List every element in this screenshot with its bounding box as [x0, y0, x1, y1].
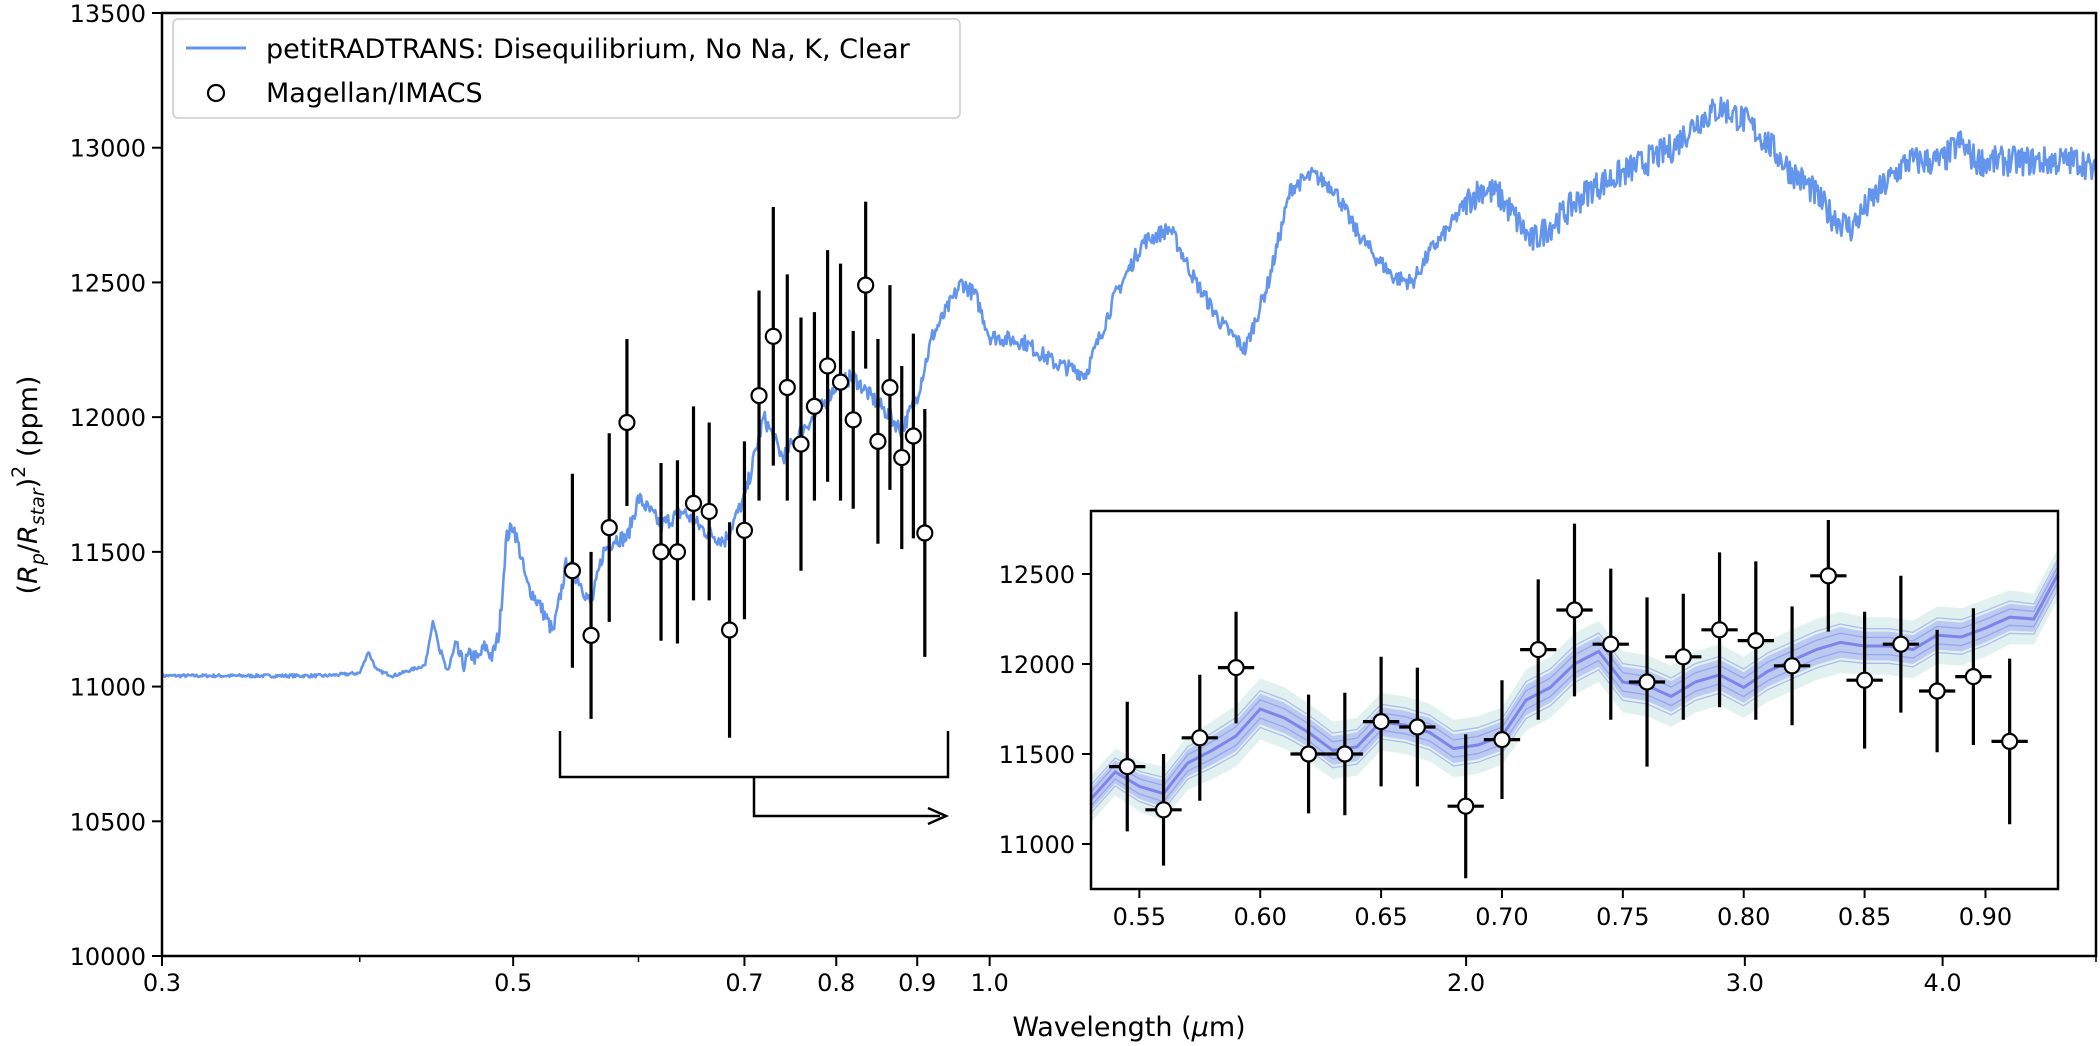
main-data-point [893, 448, 911, 467]
inset-data-point [1747, 631, 1765, 650]
main-plot: 0.3 0.5 0.7 0.8 0.9 1.0 2.0 3.0 4.0 10000 10500 11… [70, 0, 2098, 997]
main-data-point [700, 502, 718, 521]
x-tick-label: 2.0 [1447, 969, 1485, 997]
legend-entry-data: Magellan/IMACS [266, 78, 483, 109]
main-data-point [750, 386, 768, 405]
y-tick-label: 10500 [70, 808, 146, 836]
y-tick-label: 13000 [70, 135, 146, 163]
inset-data-point [1674, 648, 1692, 666]
inset-data-point [1928, 682, 1946, 700]
model-spectrum-line [162, 96, 2096, 679]
x-tick-label: 4.0 [1924, 969, 1962, 997]
main-data-point [818, 357, 837, 375]
main-data-point [881, 378, 899, 397]
y-tick-label: 12500 [70, 269, 146, 297]
main-data-point [805, 397, 824, 415]
inset-y-tick-label: 11000 [999, 831, 1075, 859]
main-data-point [618, 413, 636, 432]
inset-data-point [1227, 658, 1245, 677]
inset-data-point [1191, 729, 1209, 747]
inset-data-point [1493, 730, 1511, 749]
inset-x-tick-label: 0.65 [1354, 903, 1407, 931]
inset-x-tick-label: 0.70 [1475, 903, 1528, 931]
main-data-point [668, 543, 687, 561]
legend-data-marker [206, 83, 226, 103]
main-data-point [916, 524, 934, 542]
inset-data-point [1154, 801, 1173, 819]
inset-data-point [1892, 635, 1910, 653]
inset-x-tick-label: 0.90 [1959, 903, 2012, 931]
x-tick-label: 1.0 [971, 969, 1009, 997]
inset-y-tick-label: 12000 [999, 651, 1075, 679]
main-data-point [652, 543, 670, 561]
inset-x-tick-label: 0.55 [1113, 903, 1166, 931]
x-tick-label: 0.9 [898, 969, 936, 997]
main-data-point [792, 435, 810, 453]
inset-data-point [1299, 745, 1318, 763]
inset-x-tick-label: 0.60 [1234, 903, 1287, 931]
legend-entry-model: petitRADTRANS: Disequilibrium, No Na, K,… [266, 34, 911, 65]
x-tick-label: 0.5 [494, 969, 532, 997]
y-tick-label: 11500 [70, 539, 146, 567]
main-plot-frame [160, 11, 2098, 958]
inset-data-point [1372, 712, 1390, 731]
y-tick-label: 10000 [70, 943, 146, 971]
inset-x-tick-label: 0.85 [1838, 903, 1891, 931]
x-tick-label: 0.7 [725, 969, 763, 997]
x-axis-label: Wavelength (μm) [1012, 1012, 1245, 1043]
x-tick-label: 3.0 [1726, 969, 1764, 997]
inset-data-point [1964, 667, 1982, 686]
main-data-point [831, 373, 850, 391]
inset-data-point [1602, 635, 1620, 653]
main-data-point [563, 562, 581, 580]
inset-y-tick-label: 11500 [999, 741, 1075, 769]
main-data-point [720, 621, 739, 639]
inset-data-point [1819, 567, 1837, 585]
main-data-point [857, 276, 875, 294]
inset-model-band-inner [1091, 561, 2058, 811]
inset-data-point [1408, 718, 1426, 736]
zoom-arrow-line [752, 777, 940, 818]
inset-y-tick-label: 12500 [999, 561, 1075, 589]
main-data-point [778, 378, 796, 397]
inset-data-point [1529, 640, 1547, 659]
inset-data-point [1118, 757, 1136, 776]
main-data-point [764, 327, 782, 345]
main-data-point [684, 494, 703, 512]
main-data-point [904, 427, 922, 445]
inset-data-point [1710, 621, 1729, 639]
inset-data-point [1638, 673, 1656, 691]
x-tick-label: 0.3 [143, 969, 181, 997]
inset-data-point [2001, 732, 2019, 751]
inset-plot: 0.55 0.60 0.65 0.70 0.75 0.80 0.85 0.90 11000 11… [999, 509, 2060, 931]
main-data-point [600, 519, 618, 537]
legend-box [172, 18, 961, 119]
y-tick-label: 11000 [70, 674, 146, 702]
inset-x-tick-label: 0.75 [1596, 903, 1649, 931]
inset-data-point [1457, 797, 1475, 815]
y-axis-label: (Rp/Rstar)2 (ppm) [8, 376, 49, 595]
x-tick-label: 0.8 [817, 969, 855, 997]
main-data-point [582, 626, 600, 644]
zoom-arrow-head [927, 806, 950, 826]
main-data-point [844, 411, 862, 429]
legend: petitRADTRANS: Disequilibrium, No Na, K,… [172, 18, 961, 119]
y-tick-label: 13500 [70, 0, 146, 28]
inset-data-point [1783, 657, 1801, 675]
inset-x-tick-label: 0.80 [1717, 903, 1770, 931]
main-data-point [735, 521, 754, 539]
main-data-point [869, 432, 887, 450]
y-tick-label: 12000 [70, 404, 146, 432]
inset-data-point [1565, 601, 1584, 619]
inset-data-point [1855, 671, 1874, 689]
zoom-bracket [558, 731, 950, 826]
inset-data-point [1336, 745, 1354, 763]
inset-plot-frame [1089, 509, 2060, 891]
